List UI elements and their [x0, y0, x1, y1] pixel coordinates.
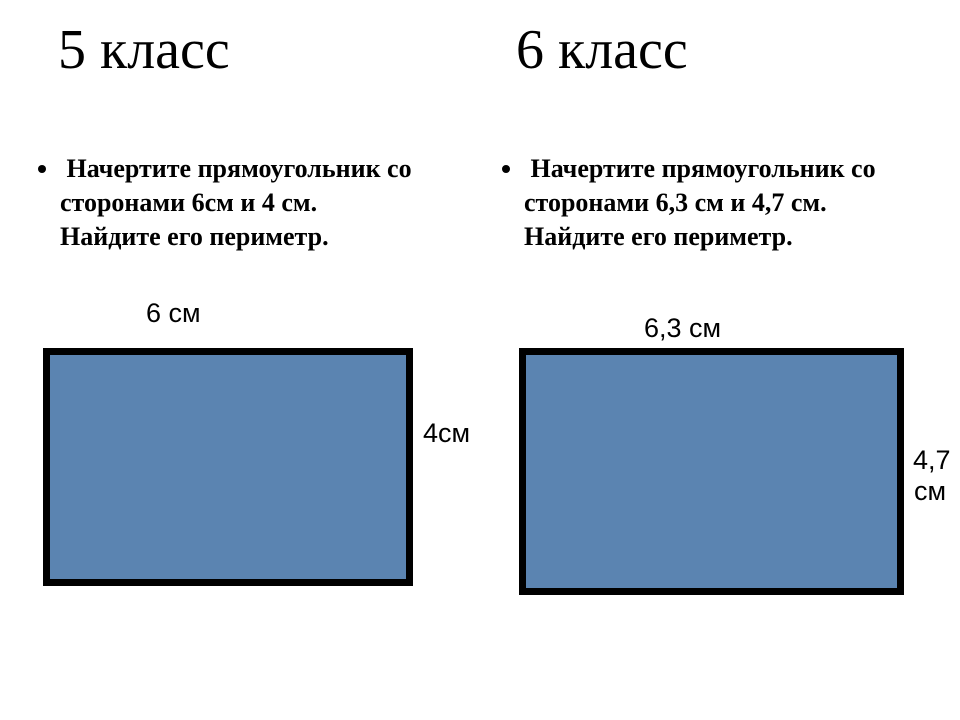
rectangle-right: [519, 348, 904, 595]
bullet-left-line1: Начертите прямоугольник со: [67, 154, 412, 183]
bullet-right: Начертите прямоугольник со сторонами 6,3…: [524, 150, 944, 254]
bullet-right-line2: сторонами 6,3 см и 4,7 см.: [524, 186, 944, 220]
bullet-left-line2: сторонами 6см и 4 см.: [60, 186, 480, 220]
dim-left-side: 4см: [423, 418, 470, 449]
bullet-dot-icon: [38, 165, 46, 173]
title-right: 6 класс: [516, 18, 688, 82]
bullet-right-line3: Найдите его периметр.: [524, 220, 944, 254]
dim-right-side-line2: см: [914, 476, 946, 507]
dim-right-side-line1: 4,7: [913, 445, 951, 476]
bullet-dot-icon: [502, 165, 510, 173]
slide: 5 класс 6 класс Начертите прямоугольник …: [0, 0, 960, 720]
bullet-right-line1: Начертите прямоугольник со: [531, 154, 876, 183]
dim-left-top: 6 см: [146, 298, 201, 329]
dim-right-top: 6,3 см: [644, 313, 721, 344]
rectangle-left: [43, 348, 413, 586]
bullet-left: Начертите прямоугольник со сторонами 6см…: [60, 150, 480, 254]
bullet-left-line3: Найдите его периметр.: [60, 220, 480, 254]
title-left: 5 класс: [58, 18, 230, 82]
